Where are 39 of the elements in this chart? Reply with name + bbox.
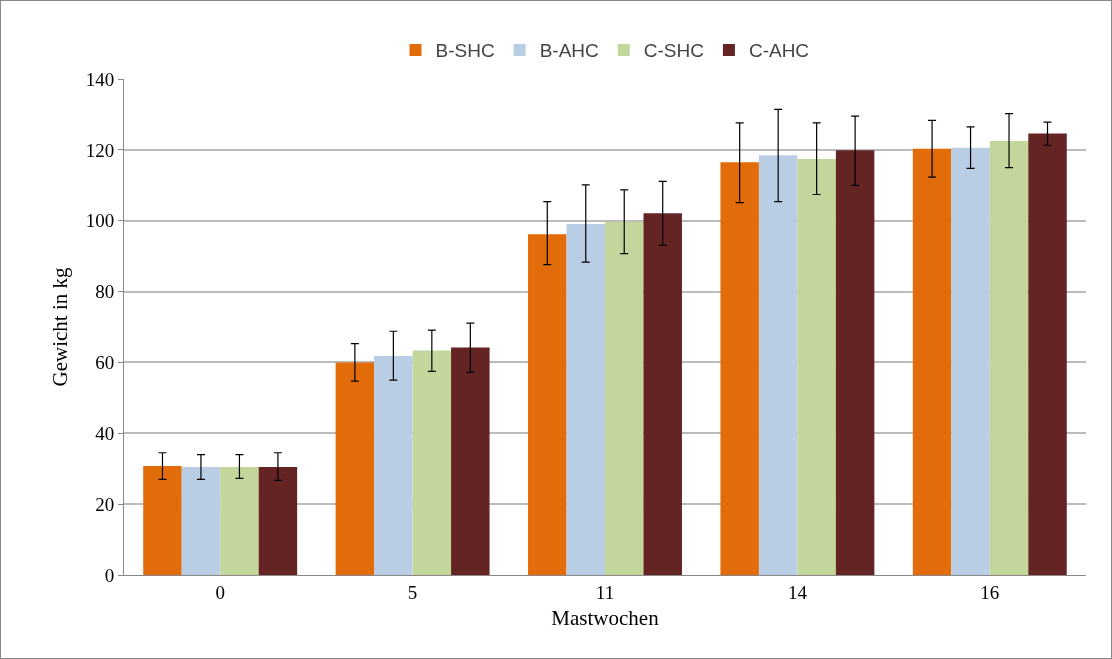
bar bbox=[951, 147, 990, 575]
x-tick-label: 0 bbox=[215, 581, 225, 603]
y-tick-label: 100 bbox=[85, 210, 115, 232]
bar bbox=[566, 223, 605, 575]
legend-label: B-SHC bbox=[435, 40, 495, 62]
bar bbox=[1028, 133, 1067, 575]
bar bbox=[643, 213, 682, 575]
y-tick-label: 140 bbox=[85, 68, 115, 90]
x-axis-title: Mastwochen bbox=[551, 606, 660, 630]
bar bbox=[528, 234, 567, 575]
bar bbox=[720, 162, 759, 575]
bar bbox=[143, 465, 182, 575]
bar bbox=[605, 221, 644, 575]
x-tick-label: 11 bbox=[595, 581, 615, 603]
x-tick-label: 16 bbox=[980, 581, 1000, 603]
y-tick-label: 60 bbox=[95, 352, 115, 374]
y-axis-title: Gewicht in kg bbox=[47, 267, 72, 387]
legend-label: C-SHC bbox=[643, 40, 704, 62]
x-tick-label: 14 bbox=[787, 581, 808, 603]
y-tick-label: 0 bbox=[104, 564, 115, 586]
bar bbox=[835, 150, 875, 575]
y-tick-label: 20 bbox=[95, 493, 115, 515]
bar bbox=[220, 466, 259, 575]
bar bbox=[181, 466, 221, 575]
bar bbox=[989, 141, 1029, 575]
bar bbox=[912, 148, 952, 575]
bar bbox=[758, 155, 798, 575]
y-tick-label: 40 bbox=[95, 422, 115, 444]
y-tick-label: 120 bbox=[85, 139, 115, 161]
bar bbox=[412, 350, 452, 575]
bar bbox=[258, 466, 298, 575]
x-tick-label: 5 bbox=[407, 581, 418, 603]
legend-label: C-AHC bbox=[748, 40, 810, 62]
bar bbox=[797, 159, 836, 575]
y-tick-label: 80 bbox=[95, 281, 115, 303]
legend-label: B-AHC bbox=[539, 40, 599, 62]
bar bbox=[451, 347, 490, 575]
bar bbox=[335, 362, 375, 575]
bar bbox=[374, 356, 413, 575]
